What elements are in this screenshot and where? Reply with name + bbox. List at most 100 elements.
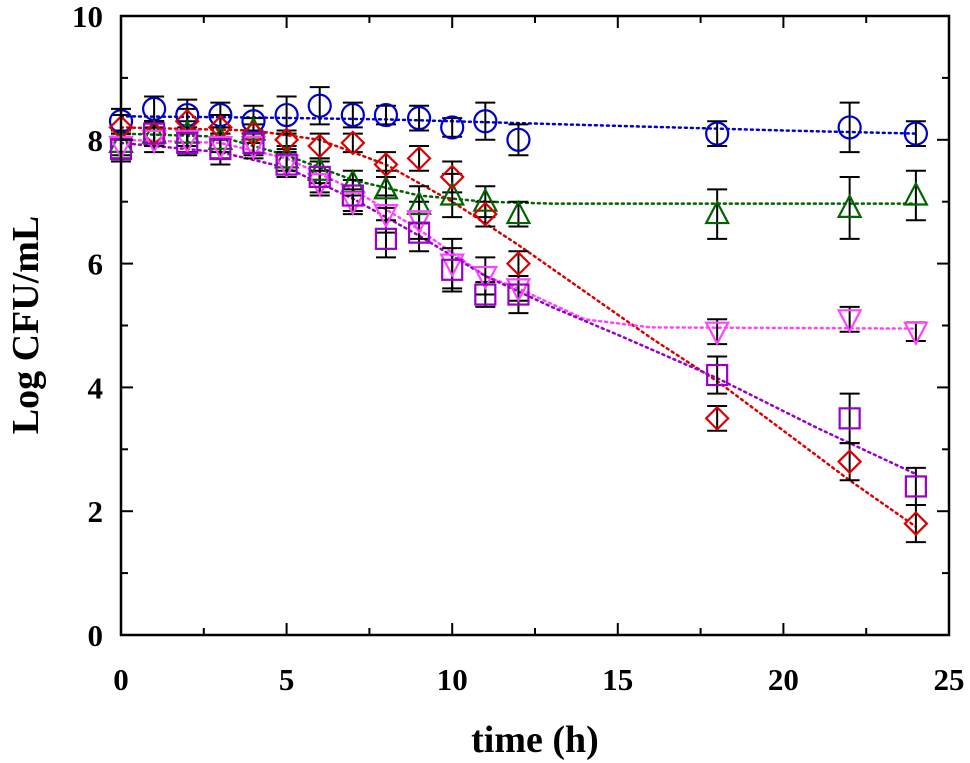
data-point [207,135,234,161]
y-tick-label: 6 [88,247,104,282]
data-point [440,115,465,140]
data-point [704,321,730,347]
data-point [472,265,499,291]
error-bar [707,404,728,432]
x-axis-title: time (h) [471,719,599,761]
tick-labels: 0 5 10 15 20 25 0 2 4 6 8 10 [72,0,965,697]
error-bar [905,120,926,147]
y-tick-label: 4 [88,370,104,405]
data-point [439,164,465,190]
data-point [903,321,929,347]
x-tick-label: 5 [279,662,295,697]
data-point [307,93,332,118]
error-bar [839,101,860,154]
data-point [837,115,862,140]
data-point [242,131,265,154]
data-point [439,181,466,206]
y-tick-label: 0 [88,618,104,653]
data-point [306,173,333,198]
data-point [406,106,432,131]
data-point [903,181,929,206]
error-bar [839,392,860,445]
plot-frame [119,14,951,637]
axis-ticks [120,15,950,636]
data-point [473,109,498,134]
data-point [274,102,299,128]
data-point [837,449,863,475]
error-bar [905,169,926,222]
error-bar [409,144,430,172]
error-bar [707,355,728,395]
error-bar [905,466,926,507]
data-point [505,199,532,225]
data-point [439,253,466,278]
error-bar [309,86,330,126]
data-point [174,129,201,155]
data-point [175,102,200,128]
error-bar [707,120,728,147]
error-bar [375,151,396,178]
error-bar [342,101,363,129]
error-bar [508,250,529,277]
data-point [176,131,199,154]
y-tick-label: 10 [72,0,103,34]
y-tick-label: 8 [88,123,104,158]
x-tick-label: 10 [437,662,468,697]
error-bar [309,132,330,160]
y-tick-label: 2 [88,494,104,529]
data-point [505,251,531,277]
data-point [308,165,331,189]
data-point [704,199,730,225]
data-point [340,130,366,156]
data-point [340,191,366,217]
error-bar [475,101,496,141]
error-bar [409,104,430,132]
error-bar [839,175,860,240]
error-bar [905,504,926,544]
data-point [506,127,531,152]
data-point [474,283,497,306]
data-point [373,102,399,128]
x-tick-label: 15 [602,662,633,697]
error-bar [375,104,396,126]
fit-line [119,126,918,528]
data-point [836,193,863,218]
data-point [507,283,530,306]
data-point [472,187,499,212]
data-point [143,122,166,145]
data-point [141,129,167,155]
data-point [903,121,928,146]
data-point [441,258,464,281]
fit-line [119,141,918,476]
data-point [505,278,532,303]
data-point [274,127,300,153]
data-point [406,145,432,171]
data-point [472,201,498,227]
data-point [374,227,398,250]
data-point [209,137,232,161]
data-point [306,156,333,181]
fit-lines [119,115,918,528]
data-point [838,407,861,430]
data-point [240,121,267,147]
data-point [341,184,364,207]
data-point [705,121,730,146]
data-point [373,152,399,178]
data-point [373,174,399,200]
data-point [903,511,929,537]
data-markers [108,93,929,537]
data-point [340,102,365,128]
y-axis-title: Log CFU/mL [5,216,47,435]
data-point [407,221,431,244]
error-bar [342,132,363,154]
data-point [406,190,432,215]
data-point [704,405,730,431]
data-point [307,133,333,159]
x-tick-label: 20 [768,662,799,697]
data-point [836,309,863,334]
data-point [904,475,927,498]
data-point [706,363,729,387]
x-tick-label: 0 [113,662,129,697]
data-point [275,153,298,176]
